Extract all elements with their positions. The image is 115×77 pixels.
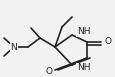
Text: N: N	[11, 43, 17, 52]
Text: O: O	[45, 68, 52, 77]
Text: O: O	[104, 37, 111, 47]
Text: NH: NH	[76, 64, 90, 73]
Text: NH: NH	[76, 27, 90, 36]
